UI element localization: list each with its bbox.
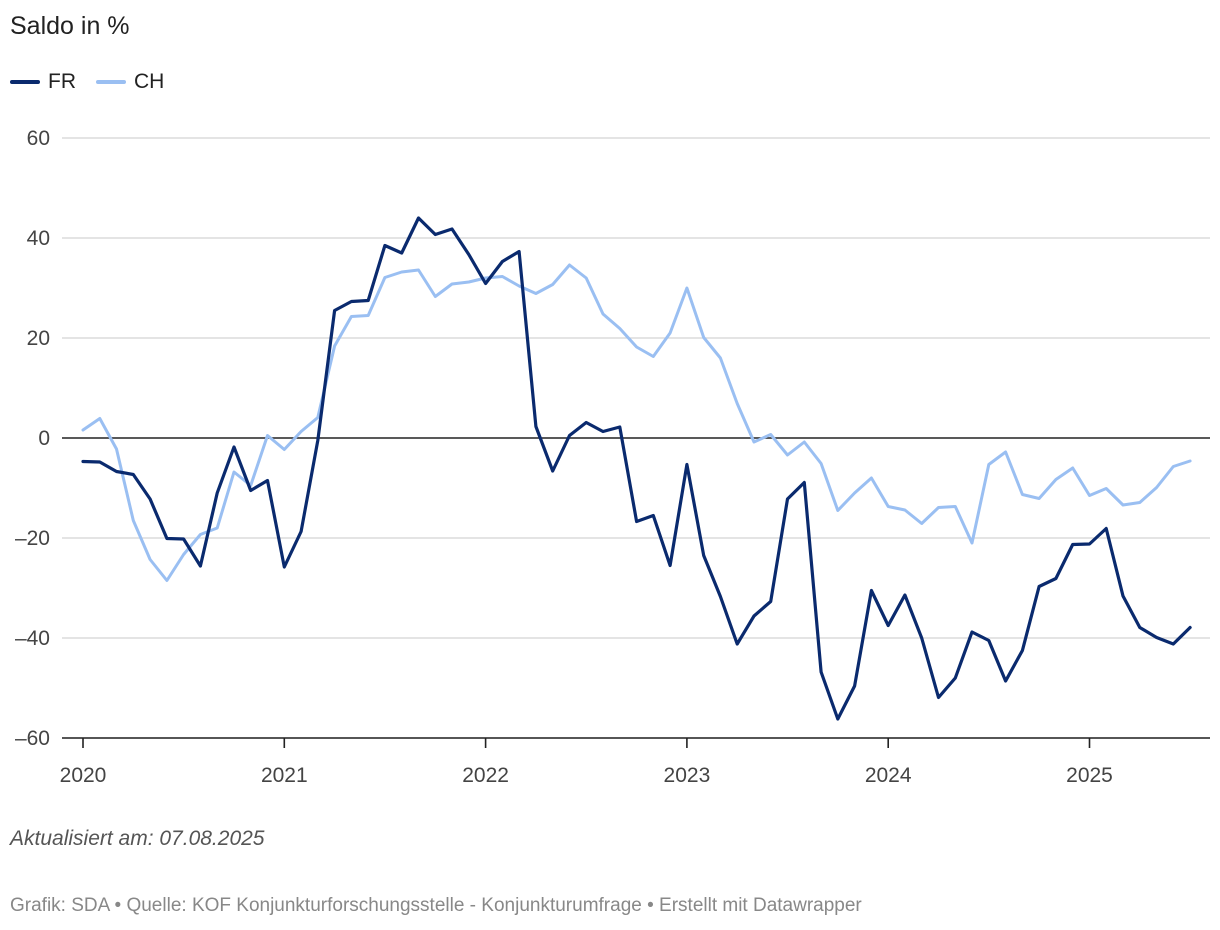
x-tick-label: 2020 [60,764,107,787]
x-tick-label: 2024 [865,764,912,787]
legend-label-ch: CH [134,70,165,93]
y-tick-label: 60 [27,127,50,150]
x-tick-label: 2025 [1066,764,1113,787]
gridlines [62,137,1210,739]
x-axis: 2020 2021 2022 2023 2024 2025 [60,737,1210,787]
y-axis-tick-labels: 60 40 20 0 –20 –40 –60 [15,127,50,750]
legend-swatch-fr [10,80,40,84]
y-tick-label: 20 [27,327,50,350]
chart-notes: Aktualisiert am: 07.08.2025 [10,827,265,850]
chart-title: Saldo in % [10,12,130,40]
series-lines [81,216,1192,721]
series-line-ch [81,263,1192,582]
x-tick-label: 2021 [261,764,308,787]
x-tick-label: 2023 [664,764,711,787]
chart-footer: Grafik: SDA • Quelle: KOF Konjunkturfors… [10,895,862,916]
series-line-fr [81,216,1192,721]
y-tick-label: 0 [38,427,50,450]
legend-label-fr: FR [48,70,76,93]
legend-item-fr: FR [10,70,76,94]
y-tick-label: –60 [15,727,50,750]
x-tick-label: 2022 [462,764,509,787]
y-tick-label: –40 [15,627,50,650]
legend-item-ch: CH [96,70,164,94]
y-tick-label: 40 [27,227,50,250]
chart-legend: FR CH [10,70,184,94]
legend-swatch-ch [96,80,126,84]
y-tick-label: –20 [15,527,50,550]
